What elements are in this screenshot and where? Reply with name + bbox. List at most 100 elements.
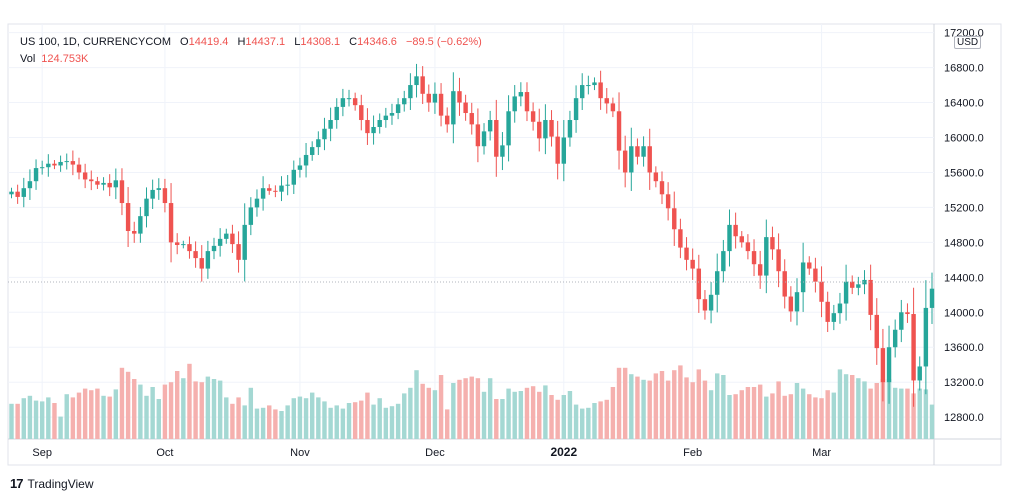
candle-body bbox=[580, 85, 585, 99]
candle-body bbox=[874, 314, 879, 349]
candle-body bbox=[770, 237, 775, 250]
volume-bar bbox=[500, 399, 505, 439]
candle-body bbox=[475, 124, 481, 147]
volume-bar bbox=[138, 384, 143, 439]
candle-body bbox=[291, 169, 296, 185]
change-value: −89.5 (−0.62%) bbox=[405, 36, 482, 48]
candle-body bbox=[334, 106, 339, 121]
open-value: 14419.4 bbox=[188, 36, 229, 48]
volume-bar bbox=[616, 367, 622, 439]
volume-bar bbox=[187, 363, 192, 439]
volume-bar bbox=[420, 383, 425, 439]
volume-bar bbox=[402, 393, 407, 439]
volume-bar bbox=[211, 379, 217, 439]
candle-body bbox=[205, 251, 211, 269]
volume-bar bbox=[371, 404, 376, 439]
candle-body bbox=[150, 189, 155, 199]
volume-bar bbox=[782, 395, 787, 439]
volume-bar bbox=[205, 376, 211, 439]
price-axis-labels: 17200.016800.016400.016000.015600.015200… bbox=[944, 28, 984, 425]
volume-bar bbox=[659, 371, 665, 439]
candle-body bbox=[132, 231, 137, 234]
candle-body bbox=[776, 249, 781, 272]
volume-bar bbox=[702, 380, 708, 439]
volume-bar bbox=[911, 393, 916, 439]
volume-bar bbox=[757, 384, 763, 439]
symbol-legend: US 100, 1D, CURRENCYCOM O14419.4 H14437.… bbox=[20, 36, 482, 48]
candle-body bbox=[653, 172, 659, 182]
candle-body bbox=[702, 299, 708, 311]
volume-bar bbox=[273, 409, 278, 439]
candle-body bbox=[328, 120, 333, 129]
candle-body bbox=[745, 242, 751, 252]
time-tick-label: Oct bbox=[156, 447, 173, 459]
volume-bar bbox=[506, 388, 511, 439]
volume-bar bbox=[463, 378, 468, 439]
volume-bar bbox=[843, 374, 849, 439]
candle-body bbox=[193, 251, 198, 259]
candle-body bbox=[586, 85, 591, 87]
volume-bar bbox=[150, 387, 155, 439]
candle-body bbox=[727, 224, 732, 252]
currency-badge[interactable]: USD bbox=[954, 36, 982, 49]
volume-bar bbox=[365, 392, 370, 439]
volume-bar bbox=[248, 387, 254, 439]
candle-body bbox=[420, 76, 425, 94]
candle-body bbox=[665, 194, 671, 209]
candle-body bbox=[831, 313, 837, 322]
price-tick-label: 16400.0 bbox=[944, 98, 984, 110]
volume-bar bbox=[340, 408, 346, 439]
volume-bar bbox=[144, 395, 149, 439]
candle-body bbox=[862, 279, 867, 285]
candle-body bbox=[463, 102, 468, 114]
volume-bar bbox=[708, 390, 714, 439]
volume-bar bbox=[9, 403, 14, 439]
candle-body bbox=[101, 182, 106, 185]
candle-body bbox=[481, 131, 487, 147]
candle-body bbox=[21, 188, 26, 197]
candle-body bbox=[690, 259, 695, 269]
price-tick-label: 13600.0 bbox=[944, 342, 984, 354]
volume-label[interactable]: Vol bbox=[20, 53, 36, 65]
volume-bar bbox=[322, 401, 327, 439]
candle-body bbox=[487, 120, 493, 132]
candle-body bbox=[322, 128, 327, 140]
candle-body bbox=[672, 208, 677, 230]
candle-body bbox=[764, 237, 769, 276]
candle-body bbox=[303, 154, 309, 166]
candle-body bbox=[70, 161, 76, 165]
volume-bar bbox=[905, 388, 910, 439]
candle-body bbox=[629, 146, 634, 173]
volume-bar bbox=[438, 375, 444, 439]
close-value: 14346.6 bbox=[357, 36, 397, 48]
volume-bar bbox=[647, 380, 652, 439]
candle-body bbox=[156, 188, 161, 190]
candle-body bbox=[537, 121, 542, 139]
volume-bar bbox=[334, 405, 339, 439]
candle-body bbox=[181, 244, 186, 246]
volume-value: 124.753K bbox=[41, 53, 89, 65]
high-value: 14437.1 bbox=[245, 36, 286, 48]
tradingview-brand[interactable]: 17 TradingView bbox=[10, 476, 94, 491]
candle-body bbox=[622, 150, 628, 173]
price-tick-label: 14800.0 bbox=[944, 237, 984, 249]
candle-body bbox=[457, 91, 462, 103]
candle-body bbox=[721, 251, 726, 272]
volume-bar bbox=[346, 403, 352, 439]
volume-bar bbox=[469, 376, 474, 439]
volume-bar bbox=[776, 381, 781, 439]
candle-body bbox=[39, 167, 45, 169]
candle-body bbox=[27, 181, 33, 189]
candle-body bbox=[230, 233, 235, 245]
candle-body bbox=[248, 207, 254, 225]
volume-bar bbox=[101, 395, 106, 439]
candle-body bbox=[395, 104, 401, 114]
candle-body bbox=[254, 198, 260, 208]
candle-body bbox=[236, 244, 241, 260]
volume-bar bbox=[383, 407, 389, 439]
symbol-name[interactable]: US 100, 1D, CURRENCYCOM bbox=[20, 36, 171, 48]
candle-body bbox=[886, 347, 892, 383]
candle-body bbox=[739, 236, 744, 243]
brand-name: TradingView bbox=[27, 476, 94, 491]
